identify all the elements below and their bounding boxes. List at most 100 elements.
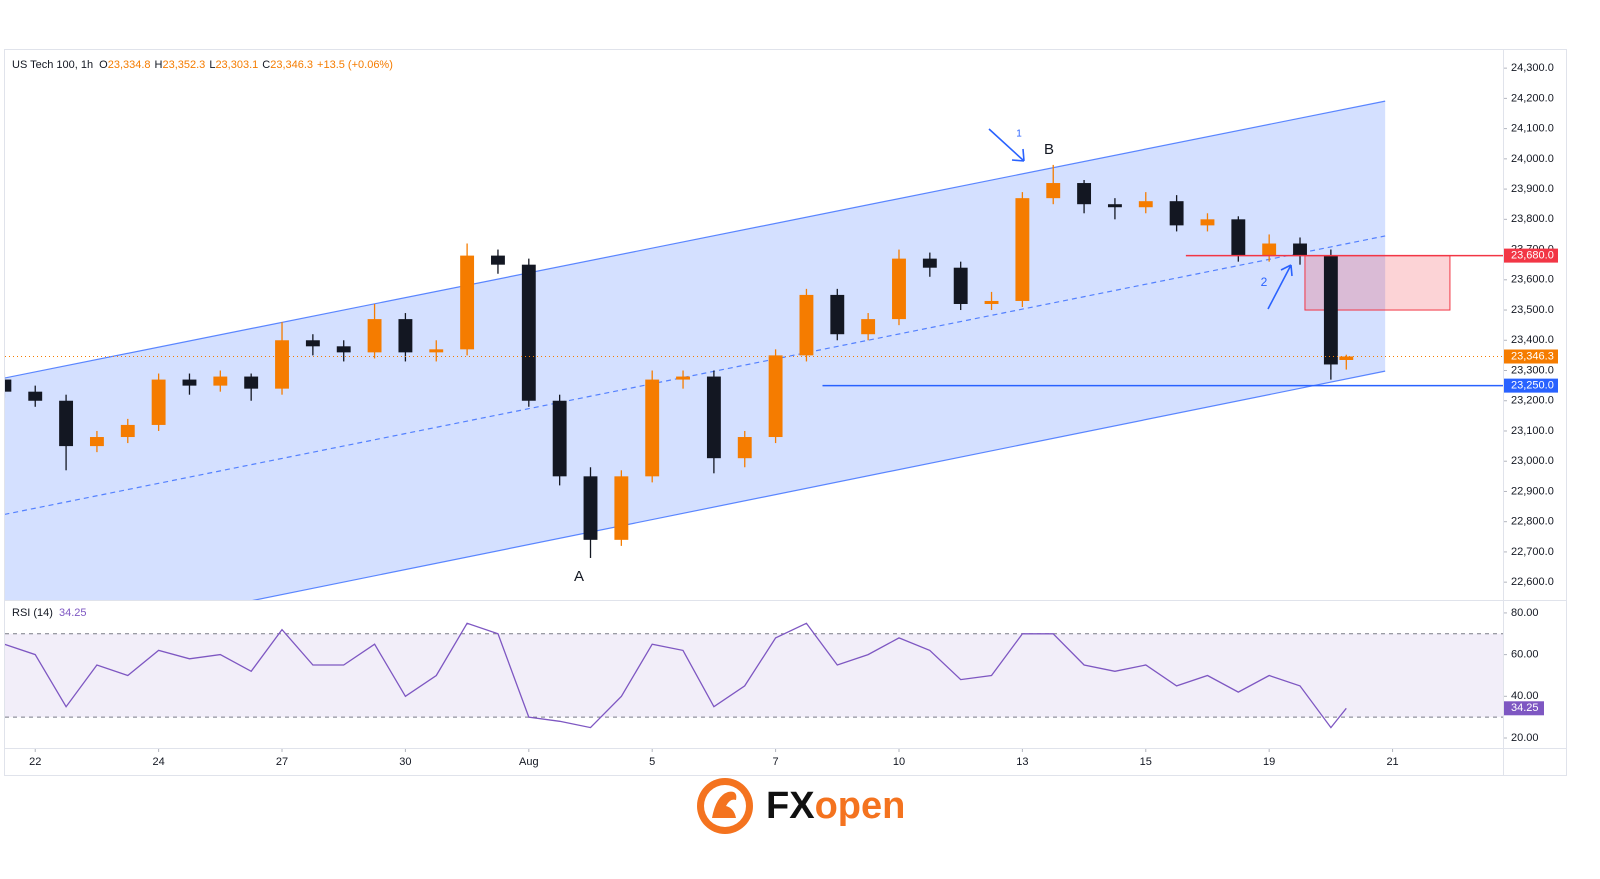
annotation-2: 2 bbox=[1261, 275, 1268, 289]
h-value: 23,352.3 bbox=[162, 59, 205, 71]
y-tick-label: 22,600.0 bbox=[1511, 576, 1554, 588]
channel-middle bbox=[5, 235, 1386, 515]
candle-body bbox=[28, 391, 43, 401]
candle-body bbox=[305, 340, 320, 347]
candle-body bbox=[1107, 204, 1122, 208]
candle-body bbox=[244, 376, 259, 389]
x-tick-label: 21 bbox=[1386, 756, 1398, 768]
y-tick-label: 23,000.0 bbox=[1511, 455, 1554, 467]
rsi-header: RSI (14) 34.25 bbox=[12, 607, 87, 619]
x-tick-label: 22 bbox=[29, 756, 41, 768]
x-tick-label: 30 bbox=[399, 756, 411, 768]
candle-body bbox=[1262, 243, 1277, 256]
x-tick-label: 10 bbox=[893, 756, 905, 768]
logo-fx: FXopen bbox=[766, 785, 905, 827]
x-tick-label: 15 bbox=[1140, 756, 1152, 768]
candle-body bbox=[491, 255, 505, 265]
rsi-y-tick-label: 20.00 bbox=[1511, 732, 1539, 744]
price-pane bbox=[5, 100, 1503, 600]
candle-body bbox=[1077, 183, 1092, 205]
rsi-line bbox=[5, 622, 1347, 729]
y-tick-label: 22,900.0 bbox=[1511, 485, 1554, 497]
candle-body bbox=[213, 376, 228, 386]
o-prefix: O bbox=[99, 59, 108, 71]
rsi-tag bbox=[1504, 701, 1544, 716]
symbol: US Tech 100, 1h bbox=[12, 59, 93, 71]
annotation-1: 1 bbox=[1016, 129, 1022, 140]
annotation-a: A bbox=[574, 568, 584, 585]
y-tick-label: 24,200.0 bbox=[1511, 92, 1554, 104]
rsi-pane bbox=[5, 622, 1503, 729]
candle-body bbox=[1323, 255, 1338, 365]
candle-body bbox=[1293, 243, 1307, 256]
candle-body bbox=[676, 376, 690, 380]
rsi-y-tick-label: 40.00 bbox=[1511, 690, 1539, 702]
axes: 22,600.0 22,700.0 22,800.0 22,900.0 23,000.0… bbox=[29, 62, 1554, 768]
candle-body bbox=[614, 476, 629, 540]
candle-body bbox=[552, 400, 567, 477]
candle-body bbox=[645, 379, 660, 477]
candle-body bbox=[768, 355, 783, 438]
price-tag-label: 23,680.0 bbox=[1511, 250, 1554, 262]
candle-body bbox=[460, 255, 475, 350]
candle-body bbox=[1169, 201, 1184, 226]
annotation-b: B bbox=[1044, 141, 1054, 158]
y-tick-label: 24,300.0 bbox=[1511, 62, 1554, 74]
price-tag bbox=[1504, 248, 1558, 263]
y-tick-label: 24,100.0 bbox=[1511, 123, 1554, 135]
rsi-band-fill bbox=[5, 633, 1503, 718]
candle-body bbox=[1231, 219, 1246, 256]
y-tick-label: 23,800.0 bbox=[1511, 213, 1554, 225]
candle-body bbox=[892, 258, 906, 320]
y-tick-label: 23,600.0 bbox=[1511, 274, 1554, 286]
candle-body bbox=[984, 300, 999, 304]
x-tick-label: 13 bbox=[1016, 756, 1028, 768]
rsi-y-tick-label: 80.00 bbox=[1511, 607, 1539, 619]
candle-body bbox=[151, 379, 166, 425]
candle-body bbox=[953, 267, 968, 304]
price-tag bbox=[1504, 349, 1558, 364]
candle-body bbox=[5, 379, 12, 392]
y-tick-label: 24,000.0 bbox=[1511, 153, 1554, 165]
y-tick-label: 22,700.0 bbox=[1511, 546, 1554, 558]
candle-body bbox=[182, 379, 197, 386]
y-tick-label: 23,900.0 bbox=[1511, 183, 1554, 195]
candle-body bbox=[1138, 201, 1153, 208]
legend-header: US Tech 100, 1h O23,334.8 H23,352.3 L23,303… bbox=[12, 59, 393, 71]
candle-body bbox=[1200, 219, 1215, 226]
arrow-down bbox=[988, 128, 1025, 162]
candle-body bbox=[1015, 198, 1030, 301]
candle-body bbox=[336, 346, 351, 353]
y-tick-label: 23,300.0 bbox=[1511, 364, 1554, 376]
candle-body bbox=[429, 349, 444, 353]
candle-body bbox=[922, 258, 937, 268]
c-value: 23,346.3 bbox=[270, 59, 313, 71]
l-value: 23,303.1 bbox=[215, 59, 258, 71]
candle-body bbox=[799, 294, 814, 356]
y-tick-label: 23,100.0 bbox=[1511, 425, 1554, 437]
candle-body bbox=[120, 424, 135, 438]
candle-body bbox=[1339, 356, 1354, 360]
candle-body bbox=[398, 319, 413, 353]
price-tags: 23,680.0 23,346.3 23,250.0 34.25 bbox=[1504, 248, 1558, 716]
channel-lower bbox=[252, 370, 1386, 600]
channel-upper bbox=[5, 100, 1386, 379]
price-tag bbox=[1504, 378, 1558, 393]
candle-body bbox=[521, 264, 536, 401]
y-tick-label: 23,500.0 bbox=[1511, 304, 1554, 316]
candle-body bbox=[1046, 183, 1061, 199]
logo-fx-text: FX bbox=[766, 785, 815, 827]
candle-body bbox=[583, 476, 598, 540]
change: +13.5 (+0.06%) bbox=[317, 59, 393, 71]
rsi-tag-label: 34.25 bbox=[1511, 702, 1539, 714]
channel-fill bbox=[5, 101, 1386, 600]
candle-body bbox=[367, 319, 382, 353]
x-tick-label: 27 bbox=[276, 756, 288, 768]
candle-body bbox=[861, 319, 876, 335]
x-tick-label: 7 bbox=[773, 756, 779, 768]
logo-open-text: open bbox=[815, 785, 906, 827]
candle-body bbox=[830, 294, 845, 335]
rsi-value: 34.25 bbox=[59, 607, 87, 619]
candle-body bbox=[89, 437, 104, 447]
